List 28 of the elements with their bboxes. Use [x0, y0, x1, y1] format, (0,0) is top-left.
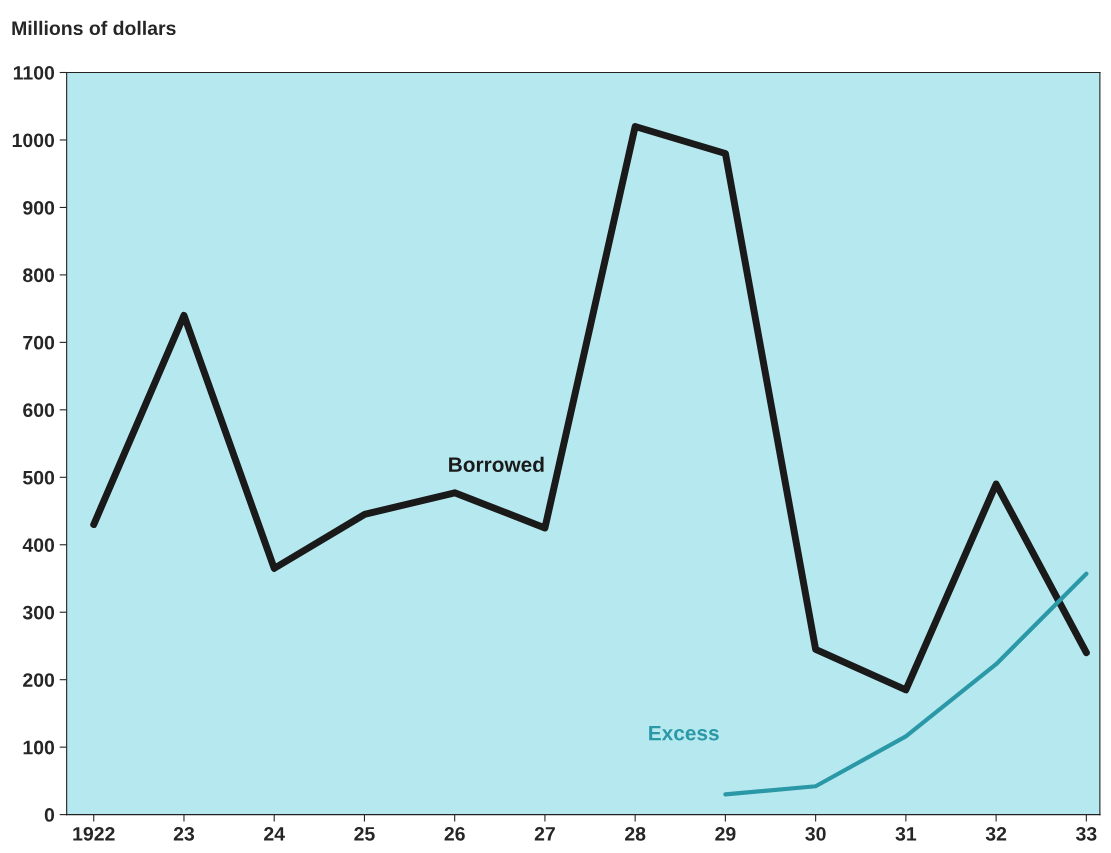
x-tick-label: 1922 — [73, 826, 115, 841]
x-tick-label: 25 — [354, 826, 375, 841]
x-tick-label: 23 — [173, 826, 195, 841]
y-tick-label: 300 — [22, 605, 55, 620]
line-series — [723, 571, 1089, 797]
y-tick-label: 200 — [23, 673, 55, 687]
x-tick-label: 31 — [895, 826, 917, 841]
x-tick-label: 27 — [534, 826, 555, 841]
y-axis-title: Millions of dollars — [12, 20, 176, 36]
x-tick-label: 30 — [805, 826, 826, 841]
y-tick-label: 0 — [44, 808, 55, 822]
y-tick-label: 100 — [23, 740, 55, 755]
x-tick-label: 33 — [1075, 826, 1097, 841]
series-label: Borrowed — [449, 456, 544, 473]
y-tick-label: 900 — [23, 200, 55, 215]
y-tick-label: 800 — [23, 268, 55, 283]
x-tick-label: 29 — [715, 826, 736, 841]
y-tick-label: 700 — [23, 335, 55, 350]
y-tick-label: 400 — [22, 538, 55, 552]
x-tick-label: 24 — [264, 826, 285, 841]
x-tick-label: 28 — [625, 826, 646, 841]
text: Excess — [649, 725, 719, 741]
y-tick-label: 1100 — [13, 65, 55, 80]
x-tick-label: 26 — [444, 826, 465, 841]
y-tick-label: 600 — [23, 403, 55, 418]
y-tick-label: 500 — [23, 470, 55, 485]
x-tick-label: 32 — [985, 826, 1007, 841]
y-tick-label: 1000 — [12, 133, 55, 148]
